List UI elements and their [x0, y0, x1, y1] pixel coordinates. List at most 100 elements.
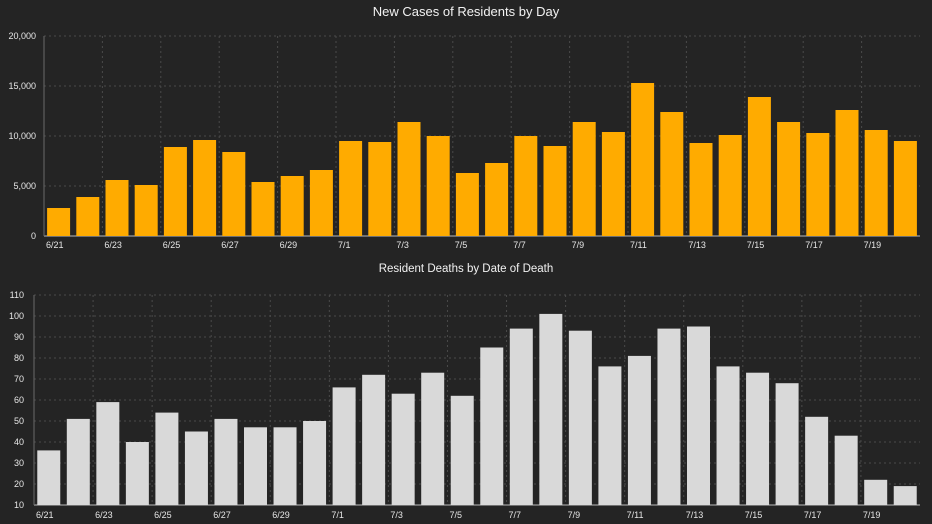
deaths-x-tick-label: 7/9 — [568, 510, 581, 520]
cases-x-tick-label: 7/13 — [688, 240, 706, 250]
cases-bar-7-19 — [864, 130, 888, 236]
cases-bar-7-18 — [835, 110, 859, 236]
deaths-bar-6-21 — [37, 450, 61, 505]
cases-bar-7-6 — [485, 163, 509, 236]
deaths-chart-title: Resident Deaths by Date of Death — [378, 263, 554, 275]
deaths-y-tick-label: 40 — [14, 437, 24, 447]
cases-bar-6-22 — [76, 197, 100, 236]
deaths-y-tick-label: 70 — [14, 374, 24, 384]
cases-x-tick-label: 7/5 — [455, 240, 468, 250]
deaths-y-tick-label: 60 — [14, 395, 24, 405]
cases-bar-7-13 — [689, 143, 713, 236]
deaths-x-tick-label: 7/3 — [390, 510, 403, 520]
cases-chart: 0 5,000 10,000 15,000 20,000 6/21 6/23 6/25 6/27… — [8, 31, 920, 250]
cases-bar-7-20 — [893, 141, 917, 236]
cases-bar-7-16 — [777, 122, 801, 236]
deaths-bar-7-1 — [332, 387, 356, 505]
deaths-x-tick-label: 7/11 — [627, 510, 644, 520]
deaths-bar-7-4 — [421, 372, 445, 505]
deaths-bar-6-23 — [96, 402, 120, 505]
deaths-bar-7-20 — [893, 486, 917, 505]
cases-bar-6-29 — [280, 176, 304, 236]
deaths-bar-7-8 — [539, 313, 563, 505]
cases-bar-7-1 — [339, 141, 363, 236]
deaths-bar-7-7 — [509, 328, 533, 505]
deaths-bar-7-9 — [568, 330, 592, 505]
deaths-bar-6-29 — [273, 427, 297, 505]
deaths-x-tick-label: 6/29 — [272, 510, 290, 520]
cases-x-tick-label: 7/1 — [338, 240, 351, 250]
cases-bar-6-27 — [222, 152, 246, 236]
deaths-y-tick-label: 80 — [14, 353, 24, 363]
cases-bar-7-14 — [718, 135, 742, 236]
cases-bar-7-10 — [601, 132, 625, 236]
deaths-bar-6-30 — [303, 421, 327, 505]
cases-x-tick-label: 6/29 — [280, 240, 298, 250]
deaths-x-tick-label: 7/19 — [863, 510, 881, 520]
cases-bar-7-2 — [368, 142, 392, 236]
deaths-y-tick-label: 100 — [9, 311, 24, 321]
deaths-bar-7-11 — [627, 355, 651, 505]
deaths-x-tick-label: 7/7 — [509, 510, 522, 520]
cases-x-tick-label: 6/21 — [46, 240, 64, 250]
cases-x-tick-label: 7/3 — [396, 240, 409, 250]
deaths-chart: 10 20 30 40 50 60 70 80 90 100 110 6/21 6/23 6/25 6/27… — [9, 290, 920, 520]
deaths-bar-6-28 — [244, 427, 267, 505]
deaths-bar-7-15 — [746, 372, 770, 505]
deaths-y-tick-label: 10 — [14, 500, 24, 510]
deaths-x-tick-label: 7/13 — [686, 510, 704, 520]
deaths-y-tick-label: 20 — [14, 479, 24, 489]
deaths-bar-7-14 — [716, 366, 740, 505]
deaths-x-tick-label: 7/15 — [745, 510, 763, 520]
deaths-bar-7-19 — [864, 479, 888, 505]
deaths-bar-6-25 — [155, 412, 179, 505]
cases-x-tick-label: 7/11 — [630, 240, 647, 250]
cases-bar-7-5 — [455, 173, 479, 236]
deaths-bar-7-18 — [834, 435, 858, 505]
cases-x-tick-label: 6/25 — [163, 240, 181, 250]
deaths-y-tick-label: 30 — [14, 458, 24, 468]
deaths-x-tick-label: 6/23 — [95, 510, 113, 520]
deaths-bar-7-17 — [805, 416, 829, 505]
cases-bar-7-3 — [397, 122, 421, 236]
deaths-bar-7-12 — [657, 328, 681, 505]
cases-bar-7-4 — [426, 136, 450, 236]
deaths-x-tick-label: 6/21 — [36, 510, 54, 520]
cases-y-tick-label: 20,000 — [8, 31, 36, 41]
cases-bar-6-23 — [105, 180, 129, 236]
cases-x-tick-label: 7/17 — [805, 240, 823, 250]
cases-y-tick-label: 0 — [31, 231, 36, 241]
cases-x-tick-label: 7/9 — [572, 240, 585, 250]
cases-x-tick-label: 7/15 — [747, 240, 765, 250]
deaths-bar-7-3 — [391, 393, 415, 505]
cases-bar-6-30 — [309, 170, 333, 236]
cases-bar-7-8 — [543, 146, 567, 236]
cases-bar-7-12 — [660, 112, 684, 236]
deaths-bar-7-10 — [598, 366, 622, 505]
cases-bar-6-25 — [163, 147, 187, 236]
cases-x-tick-label: 7/19 — [864, 240, 882, 250]
deaths-x-tick-label: 7/5 — [449, 510, 462, 520]
cases-chart-title: New Cases of Residents by Day — [372, 4, 560, 19]
deaths-bar-6-22 — [66, 418, 90, 505]
deaths-bar-7-5 — [450, 395, 474, 505]
cases-x-tick-label: 6/27 — [221, 240, 239, 250]
deaths-x-tick-label: 7/1 — [331, 510, 344, 520]
cases-bar-6-28 — [251, 182, 275, 236]
deaths-x-tick-label: 7/17 — [804, 510, 822, 520]
deaths-y-tick-label: 50 — [14, 416, 24, 426]
deaths-bar-6-26 — [184, 431, 208, 505]
cases-bar-7-11 — [631, 83, 655, 236]
deaths-bar-6-24 — [125, 442, 149, 505]
cases-bar-7-7 — [514, 136, 538, 236]
cases-bar-7-9 — [572, 122, 596, 236]
deaths-bar-6-27 — [214, 418, 238, 505]
deaths-bar-7-16 — [775, 383, 799, 505]
deaths-y-tick-label: 110 — [10, 290, 24, 300]
cases-bar-6-26 — [193, 140, 217, 236]
cases-x-tick-label: 7/7 — [513, 240, 526, 250]
deaths-y-tick-label: 90 — [14, 332, 24, 342]
cases-x-tick-label: 6/23 — [104, 240, 122, 250]
cases-bar-7-15 — [747, 97, 771, 236]
